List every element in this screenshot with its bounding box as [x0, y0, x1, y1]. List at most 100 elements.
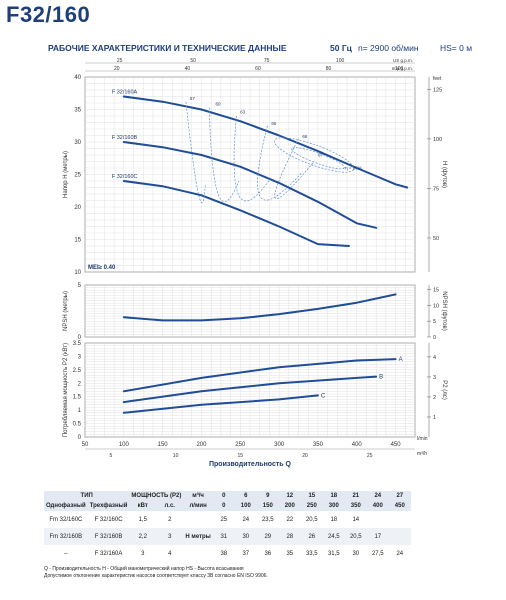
series-line-F 32/160C — [122, 180, 350, 247]
y-tick-label: 40 — [74, 75, 81, 81]
efficiency-label: 63 — [240, 109, 246, 114]
y-axis-label-right: NPSH (футов) — [441, 291, 447, 330]
row-a-h1: 37 — [242, 550, 250, 557]
q-m3h-5: 18 — [322, 491, 345, 501]
row-b-three: F 32/160B — [87, 528, 130, 545]
page-title: F32/160 — [6, 2, 91, 27]
x-tick-label: 300 — [274, 442, 285, 448]
impgpm-tick: 20 — [114, 66, 120, 72]
impgpm-tick: 60 — [255, 66, 261, 72]
impgpm-tick: 40 — [185, 66, 191, 72]
y-tick-label: 1.5 — [73, 395, 82, 401]
y-tick-label: 30 — [74, 140, 81, 146]
row-a-h2: 36 — [264, 550, 272, 557]
q-lmin-1: 100 — [234, 501, 257, 511]
row-a-kw: 3 — [141, 550, 145, 557]
m3h-tick-label: 15 — [238, 453, 244, 459]
suction-height: HS= 0 м — [440, 43, 473, 53]
row-b-hp: 3 — [156, 528, 184, 545]
series-line-A — [122, 358, 397, 393]
series-label: F 32/160A — [112, 90, 138, 96]
q-m3h-2: 9 — [256, 491, 279, 501]
col-three: Трехфазный — [87, 501, 130, 511]
x-axis-label: Производительность Q — [209, 461, 292, 468]
row-b-h0: 31 — [212, 528, 235, 545]
series-line-NPSH — [122, 293, 397, 322]
usgpm-tick: 50 — [190, 58, 196, 64]
efficiency-label: 66 — [302, 134, 308, 139]
q-m3h-7: 24 — [366, 491, 389, 501]
m3h-tick-label: 20 — [302, 453, 308, 459]
ft-tick-label: 5 — [433, 319, 436, 325]
efficiency-contour — [274, 138, 315, 200]
x-tick-label: 400 — [352, 442, 363, 448]
row-c-h1: 24 — [242, 516, 250, 523]
y-tick-label: 2.5 — [73, 368, 82, 374]
q-lmin-unit: л/мин — [183, 501, 213, 511]
h-unit: метры — [191, 533, 211, 540]
y-tick-label: 35 — [74, 108, 81, 114]
subtitle: РАБОЧИЕ ХАРАКТЕРИСТИКИ И ТЕХНИЧЕСКИЕ ДАН… — [48, 43, 287, 53]
row-a-h4: 33,5 — [305, 550, 318, 557]
usgpm-tick: 100 — [336, 58, 345, 64]
usgpm-unit: US g.p.m. — [393, 58, 413, 63]
series-line-F 32/160B — [122, 141, 378, 229]
row-a-h0: 38 — [220, 550, 228, 557]
q-lmin-6: 350 — [344, 501, 367, 511]
row-c-h7 — [367, 511, 389, 528]
row-c-h6: 14 — [352, 516, 360, 523]
q-lmin-8: 450 — [388, 501, 411, 511]
series-label: B — [379, 375, 383, 381]
row-a-h6: 30 — [352, 550, 360, 557]
y-axis-label: NPSH (метры) — [63, 291, 69, 331]
spec-table: ТИП МОЩНОСТЬ (P2) м³/ч 0 6 9 12 15 18 21… — [44, 491, 411, 562]
y-tick-label: 15 — [74, 238, 81, 244]
efficiency-label: 60 — [215, 102, 221, 107]
hp-tick-label: 1 — [433, 415, 436, 421]
q-lmin-0: 0 — [212, 501, 235, 511]
row-b-h1: 30 — [234, 528, 257, 545]
y-axis-label: Потребляемая мощность P2 (кВт) — [63, 343, 69, 437]
ft-tick-label: 0 — [433, 335, 436, 341]
row-c-h5: 18 — [330, 516, 338, 523]
row-b-h6: 20,5 — [344, 528, 367, 545]
x-tick-label: 100 — [119, 442, 130, 448]
h-label: H — [185, 533, 190, 540]
y-tick-label: 0.5 — [73, 422, 82, 428]
series-line-C — [122, 394, 319, 414]
ft-tick-label: 75 — [433, 186, 439, 192]
x-unit-lmin: l/min — [417, 436, 428, 442]
footnote-legend: Q - Производительность H - Общий маномет… — [44, 566, 244, 572]
hp-tick-label: 3 — [433, 375, 436, 381]
row-a-h3: 35 — [286, 550, 294, 557]
q-m3h-3: 12 — [278, 491, 301, 501]
col-type: ТИП — [44, 491, 130, 501]
speed: n= 2900 об/мин — [358, 43, 419, 53]
efficiency-label: 67 — [318, 152, 324, 157]
y-axis-label: Напор H (метры) — [63, 151, 69, 198]
y-tick-label: 2 — [78, 381, 82, 387]
impgpm-tick: 80 — [326, 66, 332, 72]
q-lmin-2: 150 — [256, 501, 279, 511]
row-c-h4: 20,5 — [305, 516, 318, 523]
footnote-tolerance: Допустимое отклонение характеристик насо… — [44, 573, 268, 579]
row-b-h5: 24,5 — [322, 528, 345, 545]
series-label: F 32/160C — [112, 174, 138, 180]
q-lmin-4: 250 — [300, 501, 323, 511]
ft-tick-label: 100 — [433, 137, 442, 143]
y-axis-label-right: H (футов) — [441, 161, 447, 188]
x-tick-label: 150 — [158, 442, 169, 448]
row-a-hp: 4 — [168, 550, 172, 557]
x-tick-label: 200 — [196, 442, 207, 448]
row-b-h2: 29 — [256, 528, 279, 545]
y-tick-label: 1 — [78, 408, 82, 414]
efficiency-label: 65 — [271, 121, 277, 126]
row-b-single: Fm 32/160B — [44, 528, 88, 545]
row-b-h4: 26 — [300, 528, 323, 545]
impgpm-unit: Imp g.p.m. — [392, 66, 413, 71]
row-c-h2: 23,5 — [261, 516, 274, 523]
row-c-h0: 25 — [220, 516, 228, 523]
hp-tick-label: 4 — [433, 355, 436, 361]
q-m3h-4: 15 — [300, 491, 323, 501]
